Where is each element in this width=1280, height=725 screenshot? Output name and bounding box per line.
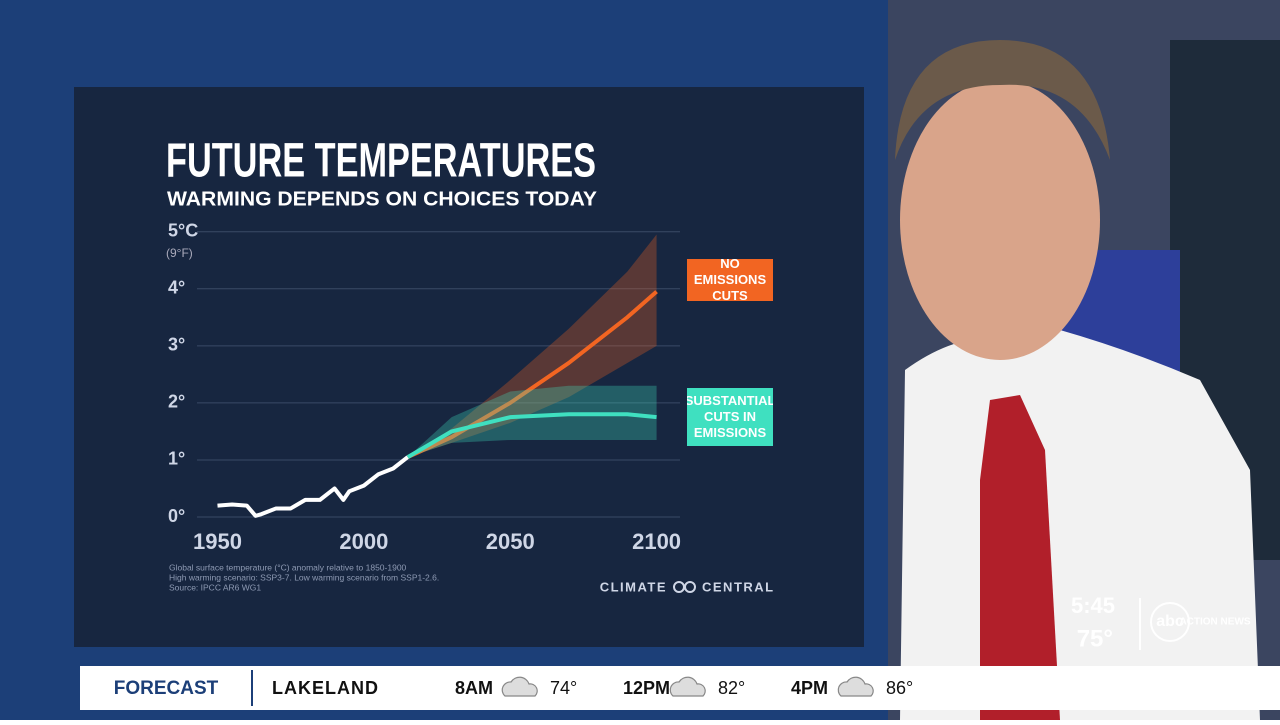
y-tick-label: 0° (168, 506, 185, 526)
station-logo (1150, 602, 1190, 642)
x-tick-label: 2100 (632, 529, 681, 554)
weather-icon (837, 676, 874, 697)
source-logo: CLIMATE (600, 579, 667, 594)
footnote: Source: IPCC AR6 WG1 (169, 582, 261, 592)
clock: 5:45 (1071, 593, 1115, 618)
uncertainty-band (407, 234, 657, 458)
current-temp: 75° (1077, 625, 1113, 652)
source-logo: CENTRAL (702, 579, 775, 594)
y-unit-note: (9°F) (166, 246, 193, 260)
person-face (900, 80, 1100, 360)
footnote: High warming scenario: SSP3-7. Low warmi… (169, 572, 439, 582)
y-tick-label: 4° (168, 278, 185, 298)
person-tie (980, 395, 1060, 720)
person-hair (895, 40, 1110, 160)
chart-subtitle: WARMING DEPENDS ON CHOICES TODAY (167, 188, 598, 210)
forecast-temp: 82° (718, 678, 745, 698)
series-line (406, 412, 657, 459)
legend-label: NO EMISSIONS CUTS (687, 258, 773, 301)
chart-title: FUTURE TEMPERATURES (166, 135, 596, 188)
ticker-city: LAKELAND (272, 678, 379, 698)
x-tick-label: 1950 (193, 529, 242, 554)
series-line (217, 455, 409, 518)
footnote: Global surface temperature (°C) anomaly … (169, 562, 407, 572)
station-sub: ACTION NEWS (1179, 617, 1250, 628)
x-tick-label: 2000 (339, 529, 388, 554)
forecast-time: 12PM (623, 678, 670, 698)
legend-label: SUBSTANTIAL CUTS IN EMISSIONS (687, 388, 773, 447)
y-tick-label: 1° (168, 449, 185, 469)
uncertainty-band (407, 385, 657, 458)
logo-mark (673, 581, 696, 593)
y-tick-label: 2° (168, 392, 185, 412)
x-tick-label: 2050 (486, 529, 535, 554)
forecast-temp: 86° (886, 678, 913, 698)
weather-icon (501, 676, 538, 697)
y-tick-label: 3° (168, 335, 185, 355)
station-name: abc (1156, 613, 1184, 630)
weather-icon (669, 676, 706, 697)
forecast-time: 8AM (455, 678, 493, 698)
series-label-box: SUBSTANTIAL CUTS IN EMISSIONS (687, 388, 773, 447)
forecast-temp: 74° (550, 678, 577, 698)
ticker-label: FORECAST (114, 678, 219, 699)
series-label-box: NO EMISSIONS CUTS (687, 258, 773, 301)
y-tick-label: 5°C (168, 220, 198, 240)
chart-panel (74, 87, 864, 647)
series-line (406, 290, 658, 459)
forecast-time: 4PM (791, 678, 828, 698)
